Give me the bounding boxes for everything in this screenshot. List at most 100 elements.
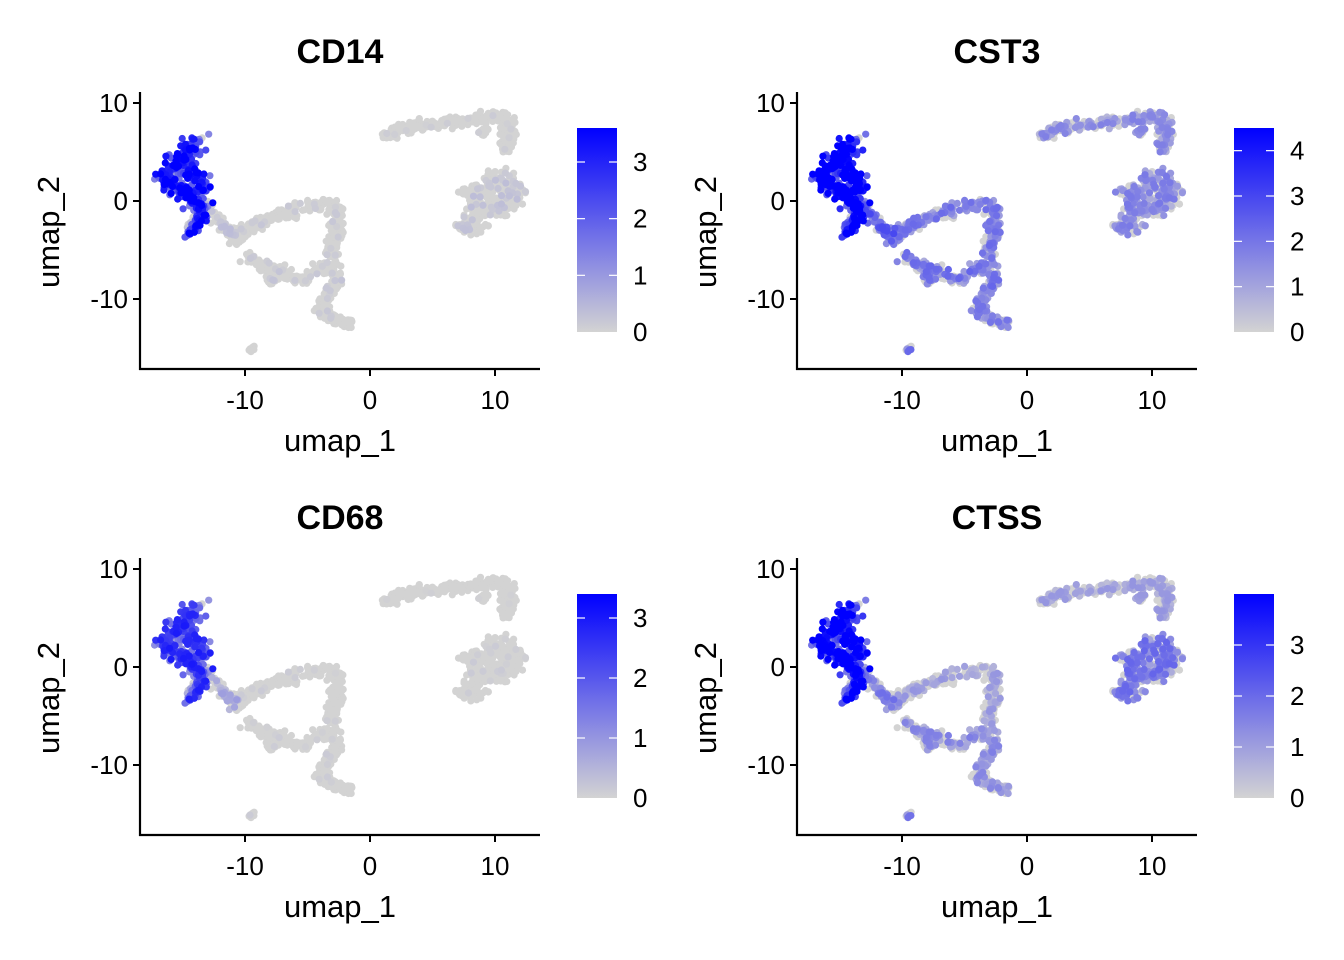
cell-point: [922, 213, 930, 221]
cell-point: [829, 163, 838, 171]
cell-point: [944, 272, 952, 280]
cell-point: [477, 118, 485, 126]
cell-point: [338, 276, 346, 284]
cell-point: [236, 724, 244, 732]
cell-point: [830, 150, 839, 158]
cell-point: [246, 254, 254, 262]
cell-point: [505, 608, 513, 616]
cell-point: [847, 135, 855, 143]
colorbar-label: 2: [1290, 226, 1304, 256]
cell-point: [491, 176, 500, 184]
cell-point: [338, 321, 346, 329]
cell-point: [327, 244, 335, 252]
cell-point: [331, 743, 339, 751]
cell-point: [190, 135, 198, 143]
cell-point: [347, 323, 355, 332]
cell-point: [1149, 113, 1157, 121]
cell-point: [925, 262, 933, 270]
cell-point: [173, 150, 181, 158]
cell-point: [845, 194, 853, 202]
cell-point: [1140, 199, 1148, 207]
cell-point: [842, 229, 850, 237]
cell-point: [195, 183, 203, 191]
cell-point: [457, 188, 465, 196]
cell-points: [151, 107, 530, 356]
cell-point: [348, 782, 356, 791]
cell-point: [989, 282, 997, 290]
y-axis-label: umap_2: [688, 176, 723, 288]
cell-point: [1071, 123, 1079, 132]
cell-point: [330, 699, 338, 707]
cell-point: [309, 260, 317, 268]
cell-point: [1161, 111, 1169, 119]
cell-point: [448, 582, 457, 590]
cell-point: [296, 199, 304, 207]
plot-title: CD68: [297, 499, 384, 537]
cell-point: [975, 305, 984, 314]
cell-point: [1048, 126, 1056, 134]
cell-point: [323, 294, 331, 303]
cell-point: [476, 193, 484, 201]
cell-point: [320, 270, 328, 278]
cell-point: [497, 192, 506, 200]
colorbar-label: 2: [633, 204, 647, 234]
cell-point: [975, 262, 983, 270]
cell-point: [328, 269, 336, 277]
cell-point: [852, 183, 860, 191]
cell-point: [291, 199, 299, 207]
cell-point: [501, 145, 509, 153]
cell-point: [982, 206, 990, 214]
colorbar-label: 3: [633, 147, 647, 177]
cell-point: [325, 687, 333, 696]
cell-point: [395, 586, 403, 594]
cell-point: [484, 222, 492, 230]
y-tick-label: 10: [756, 88, 785, 118]
cell-point: [290, 213, 299, 221]
cell-point: [315, 672, 323, 680]
cell-point: [505, 192, 513, 200]
cell-point: [988, 254, 996, 262]
cell-point: [1129, 115, 1137, 123]
cell-point: [323, 251, 331, 259]
cell-point: [269, 276, 277, 284]
cell-point: [179, 188, 188, 197]
cell-point: [1165, 194, 1173, 202]
cell-point: [818, 159, 826, 167]
colorbar-label: 1: [1290, 272, 1304, 302]
cell-point: [842, 170, 850, 178]
cell-point: [851, 220, 860, 228]
cell-point: [315, 309, 323, 317]
cell-point: [303, 733, 311, 742]
cell-point: [334, 233, 342, 241]
cell-point: [327, 706, 335, 714]
cell-point: [443, 119, 451, 127]
cell-point: [202, 146, 210, 154]
cell-point: [205, 130, 213, 138]
cell-point: [427, 123, 435, 131]
cell-point: [311, 204, 319, 213]
cell-point: [496, 596, 504, 604]
cell-point: [862, 130, 870, 138]
cell-points: [808, 107, 1187, 356]
cell-point: [890, 230, 898, 238]
colorbar-label: 0: [1290, 317, 1304, 347]
cell-point: [467, 203, 475, 211]
cell-point: [505, 134, 513, 142]
cell-point: [907, 346, 915, 354]
cell-point: [866, 199, 874, 207]
cell-point: [322, 284, 330, 292]
x-axis-label: umap_1: [941, 423, 1053, 458]
y-axis-label: umap_2: [31, 176, 66, 288]
cell-point: [161, 159, 169, 167]
cell-point: [967, 307, 975, 315]
colorbar-label: 1: [633, 260, 647, 290]
cell-point: [198, 201, 206, 210]
cell-point: [333, 705, 341, 713]
cell-point: [1141, 171, 1149, 179]
cell-point: [961, 196, 969, 204]
cell-point: [274, 206, 282, 214]
cell-point: [953, 199, 961, 207]
cell-point: [284, 202, 292, 210]
cell-point: [329, 218, 337, 226]
